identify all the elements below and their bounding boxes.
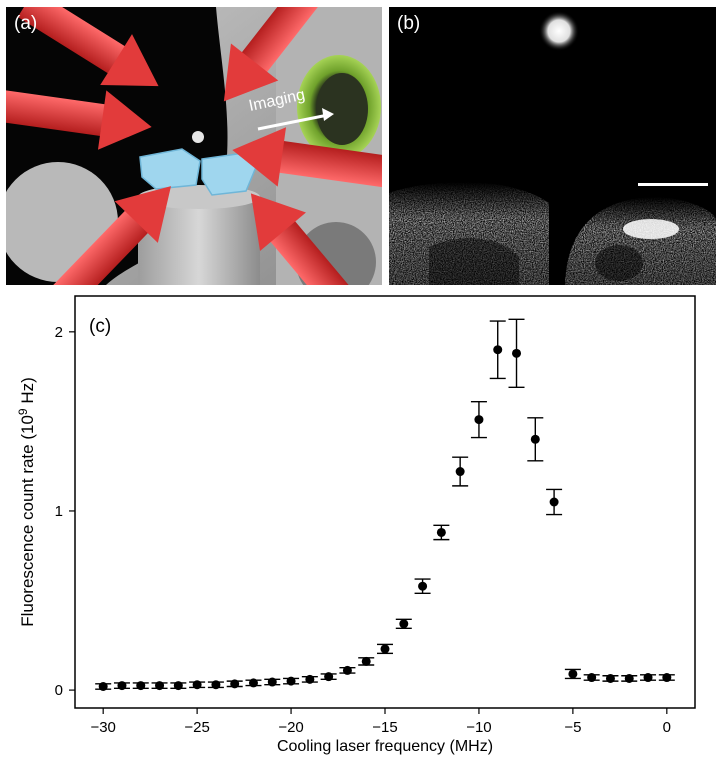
data-point xyxy=(658,673,675,683)
data-point xyxy=(207,680,224,690)
data-point xyxy=(95,682,112,692)
data-point xyxy=(583,673,600,683)
y-axis-label-unit: Hz) xyxy=(18,377,37,408)
x-tick-label: 0 xyxy=(663,719,671,736)
right-lens-scatter xyxy=(565,197,716,285)
fluorescence-chart: (c) −30 −25 −20 −15 −10 −5 0 0 1 2 Cooling laser… xyxy=(16,295,696,755)
data-point xyxy=(452,456,469,487)
data-point xyxy=(226,679,243,689)
data-marker xyxy=(624,673,634,683)
data-point xyxy=(113,681,130,691)
data-marker xyxy=(474,415,484,425)
data-point xyxy=(358,656,375,666)
y-tick-label: 2 xyxy=(55,324,63,341)
particle-spot xyxy=(539,11,579,51)
data-marker xyxy=(230,679,240,689)
data-marker xyxy=(361,656,371,666)
data-point xyxy=(414,578,431,595)
data-point xyxy=(564,668,581,680)
data-marker xyxy=(192,680,202,690)
panel-c-label: (c) xyxy=(89,316,111,337)
data-point xyxy=(527,417,544,462)
data-marker xyxy=(117,681,127,691)
data-point xyxy=(640,673,657,683)
data-point xyxy=(621,673,638,683)
data-marker xyxy=(455,467,465,477)
data-point xyxy=(395,618,412,629)
panel-b-fluorescence-image: (b) xyxy=(389,7,716,285)
data-marker xyxy=(305,674,315,684)
lens-pair xyxy=(139,148,257,196)
camera-image xyxy=(389,7,716,285)
data-marker xyxy=(211,680,221,690)
data-marker xyxy=(248,678,258,688)
imaging-port-ring xyxy=(297,55,381,159)
y-axis-label-main: Fluorescence count rate (10 xyxy=(18,415,37,627)
y-axis-label-exp: 9 xyxy=(16,408,30,415)
data-point xyxy=(433,524,450,541)
panel-a-render: Imaging (a) xyxy=(6,7,382,285)
data-marker xyxy=(568,669,578,679)
data-point xyxy=(151,681,168,691)
data-marker xyxy=(587,673,597,683)
data-point xyxy=(489,320,506,380)
data-point xyxy=(189,680,206,690)
data-marker xyxy=(436,527,446,537)
data-point xyxy=(602,673,619,683)
panel-a-label: (a) xyxy=(14,13,38,34)
panel-b-label: (b) xyxy=(397,13,421,34)
x-tick-label: −5 xyxy=(564,719,581,736)
data-point xyxy=(264,677,281,687)
data-marker xyxy=(155,681,165,691)
data-marker xyxy=(549,497,559,507)
data-point xyxy=(339,665,356,675)
data-series xyxy=(95,318,675,692)
data-point xyxy=(245,678,262,688)
data-marker xyxy=(342,665,352,675)
data-marker xyxy=(643,673,653,683)
y-tick-label: 1 xyxy=(55,503,63,520)
x-axis-ticks: −30 −25 −20 −15 −10 −5 0 xyxy=(90,708,671,736)
scale-bar xyxy=(638,183,708,186)
data-marker xyxy=(173,681,183,691)
data-marker xyxy=(324,672,334,682)
trapped-particle xyxy=(192,131,204,143)
data-marker xyxy=(418,581,428,591)
data-point xyxy=(546,488,563,516)
setup-rendering: Imaging xyxy=(6,7,382,285)
data-marker xyxy=(136,681,146,691)
cooling-beams xyxy=(6,7,382,285)
data-point xyxy=(301,674,318,684)
left-lens-scatter xyxy=(389,182,549,285)
data-point xyxy=(283,676,300,686)
y-tick-label: 0 xyxy=(55,682,63,699)
data-marker xyxy=(662,673,672,683)
data-marker xyxy=(98,682,108,692)
data-marker xyxy=(530,434,540,444)
data-marker xyxy=(267,677,277,687)
data-point xyxy=(470,400,487,439)
data-point xyxy=(377,643,393,655)
y-axis-label: Fluorescence count rate (109 Hz) xyxy=(16,377,37,627)
x-tick-label: −15 xyxy=(372,719,397,736)
data-marker xyxy=(286,676,296,686)
x-tick-label: −20 xyxy=(278,719,303,736)
data-marker xyxy=(399,619,409,629)
x-tick-label: −30 xyxy=(90,719,115,736)
data-marker xyxy=(380,644,390,654)
data-marker xyxy=(512,348,522,358)
data-point xyxy=(320,672,337,682)
x-axis-label: Cooling laser frequency (MHz) xyxy=(277,738,493,755)
data-marker xyxy=(605,673,615,683)
data-point xyxy=(132,681,149,691)
data-marker xyxy=(493,345,503,355)
x-tick-label: −25 xyxy=(184,719,209,736)
data-point xyxy=(508,318,525,389)
x-tick-label: −10 xyxy=(466,719,491,736)
data-point xyxy=(170,681,187,691)
y-axis-ticks: 0 1 2 xyxy=(55,324,75,699)
imaging-arrow xyxy=(257,108,334,131)
